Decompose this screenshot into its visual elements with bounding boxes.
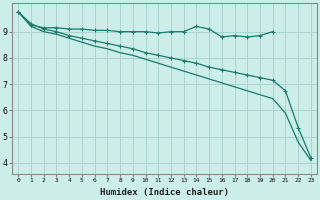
X-axis label: Humidex (Indice chaleur): Humidex (Indice chaleur) bbox=[100, 188, 229, 197]
